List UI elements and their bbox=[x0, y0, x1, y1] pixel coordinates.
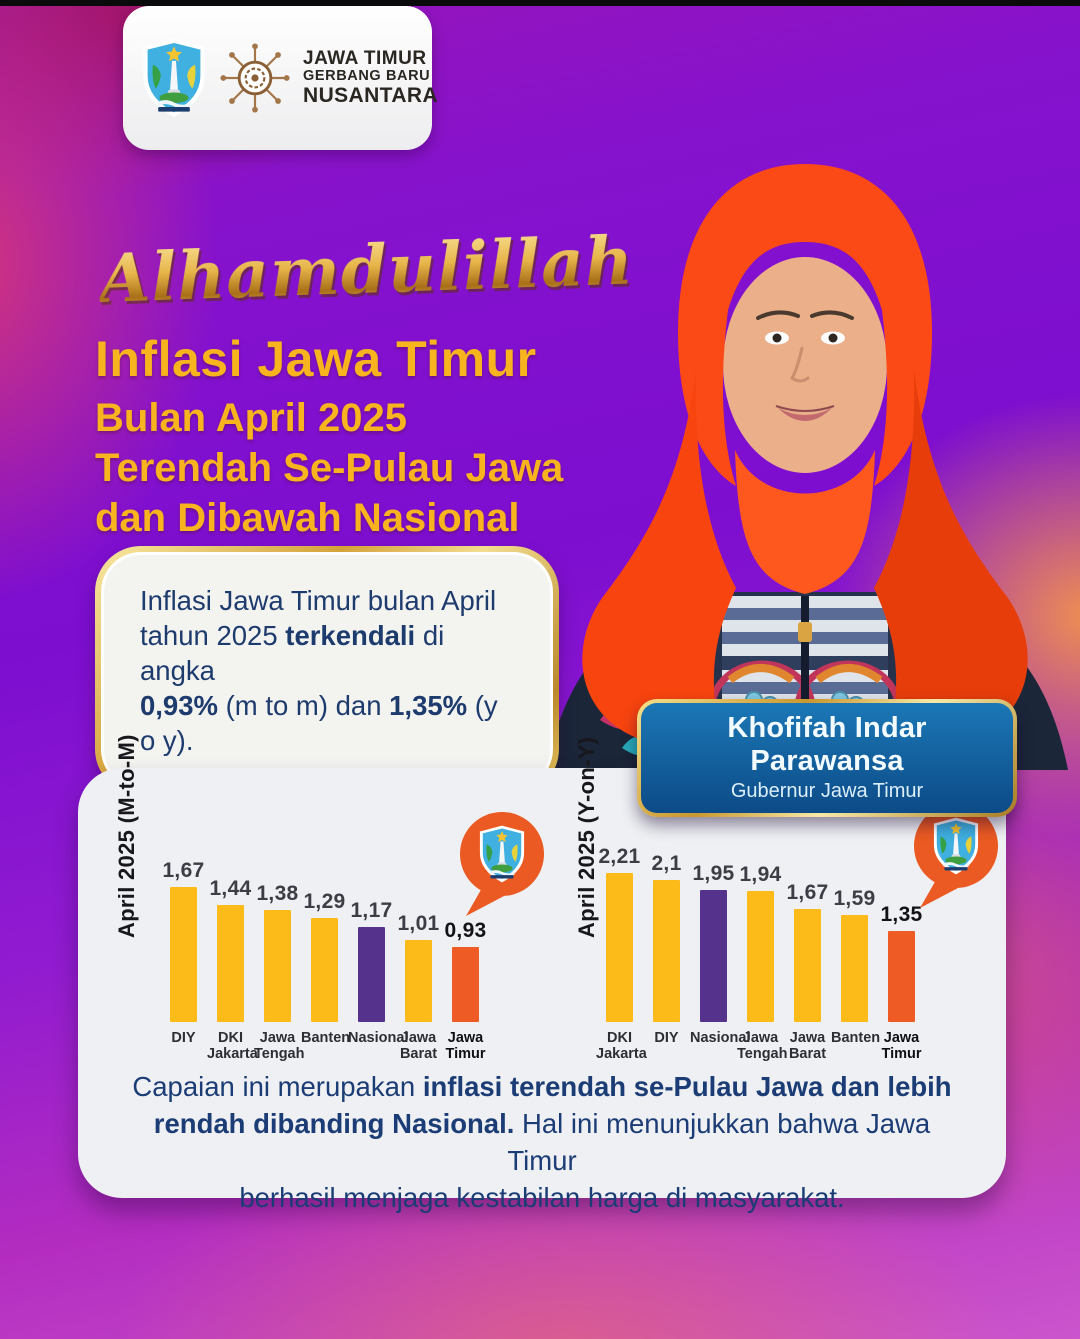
text-line: tahun 2025 terkendali di angka bbox=[140, 620, 445, 686]
text-line: berhasil menjaga kestabilan harga di mas… bbox=[239, 1182, 845, 1213]
bar-value-label: 1,35 bbox=[880, 903, 923, 926]
bar-category-label: Jawa Tengah bbox=[737, 1030, 788, 1062]
text-line: Inflasi Jawa Timur bulan April bbox=[140, 585, 497, 616]
jawa-timur-logo-bubble bbox=[913, 804, 998, 908]
bar-column: 1,95 bbox=[690, 838, 737, 1022]
brand-line-3: NUSANTARA bbox=[303, 83, 439, 107]
bar-value-label: 2,21 bbox=[598, 845, 641, 868]
category-labels-mtm: DIY DKI Jakarta Jawa Tengah Banten Nasional Jaw… bbox=[160, 1030, 489, 1062]
bar-value-label: 0,93 bbox=[444, 919, 487, 942]
category-labels-yoy: DKI Jakarta DIY Nasional Jawa Tengah Jawa Barat… bbox=[596, 1030, 925, 1062]
bar-value-label: 1,01 bbox=[397, 912, 440, 935]
subtitle-2: Terendah Se-Pulau Jawa bbox=[95, 446, 564, 490]
bar-category-label: Jawa Timur bbox=[445, 1030, 486, 1062]
bar-category-label: Jawa Barat bbox=[399, 1030, 438, 1062]
chart-bar bbox=[606, 873, 633, 1022]
brand-text: JAWA TIMUR GERBANG BARU NUSANTARA bbox=[303, 47, 439, 108]
text-line: Capaian ini merupakan inflasi terendah s… bbox=[132, 1071, 952, 1102]
bar-category-label: DKI Jakarta bbox=[207, 1030, 258, 1062]
chart-bar bbox=[217, 905, 244, 1022]
bar-column: 1,67 bbox=[160, 838, 207, 1022]
bar-category-label: DIY bbox=[171, 1030, 196, 1046]
bar-column: 2,1 bbox=[643, 838, 690, 1022]
subtitle-3: dan Dibawah Nasional bbox=[95, 496, 520, 540]
bar-value-label: 1,38 bbox=[256, 882, 299, 905]
bar-category-label: DKI Jakarta bbox=[596, 1030, 647, 1062]
header-logo-card: JAWA TIMUR GERBANG BARU NUSANTARA bbox=[123, 6, 438, 150]
bar-category-label: Banten bbox=[301, 1030, 351, 1046]
text-line: 0,93% (m to m) dan 1,35% (y o y). bbox=[140, 690, 498, 756]
jawa-timur-logo-bubble bbox=[459, 812, 544, 916]
charts-card: April 2025 (M-to-M) 1,67 1,44 1,38 1,29 1,17… bbox=[78, 734, 1006, 1213]
bar-value-label: 1,67 bbox=[786, 881, 829, 904]
chart-bar bbox=[452, 947, 479, 1022]
inflation-summary-text: Inflasi Jawa Timur bulan April tahun 2025… bbox=[101, 552, 553, 789]
text-line: rendah dibanding Nasional. Hal ini menun… bbox=[153, 1108, 931, 1176]
conclusion-text: Capaian ini merupakan inflasi terendah s… bbox=[128, 1068, 956, 1216]
bar-value-label: 1,94 bbox=[739, 863, 782, 886]
title-block: Alhamdulillah Inflasi Jawa Timur Bulan A… bbox=[95, 221, 655, 540]
bar-value-label: 1,17 bbox=[350, 899, 393, 922]
governor-name: Khofifah Indar Parawansa bbox=[727, 712, 927, 777]
bar-value-label: 1,67 bbox=[162, 859, 205, 882]
chart-bar bbox=[311, 918, 338, 1022]
bar-category-label: Jawa Barat bbox=[788, 1030, 827, 1062]
chart-bar bbox=[170, 887, 197, 1022]
bar-column: 1,67 bbox=[784, 838, 831, 1022]
chart-bar bbox=[358, 927, 385, 1022]
bar-column: 1,01 bbox=[395, 838, 442, 1022]
chart-bar bbox=[653, 880, 680, 1022]
bar-value-label: 1,29 bbox=[303, 890, 346, 913]
bar-category-label: Nasional bbox=[690, 1030, 751, 1046]
bar-value-label: 1,59 bbox=[833, 887, 876, 910]
bar-value-label: 1,44 bbox=[209, 877, 252, 900]
bar-category-label: Banten bbox=[831, 1030, 881, 1046]
headline: Inflasi Jawa Timur bbox=[95, 331, 537, 387]
brand-line-1: JAWA TIMUR bbox=[303, 47, 427, 69]
top-black-strip bbox=[0, 0, 1080, 6]
bar-category-label: DIY bbox=[654, 1030, 679, 1046]
chart-bar bbox=[888, 931, 915, 1022]
bar-value-label: 1,95 bbox=[692, 862, 735, 885]
bar-plot-mtm: 1,67 1,44 1,38 1,29 1,17 1,01 0,93 bbox=[160, 838, 489, 1022]
chart-bar bbox=[264, 910, 291, 1022]
y-axis-label-mtm: April 2025 (M-to-M) bbox=[114, 734, 139, 938]
chart-bar bbox=[700, 890, 727, 1022]
inflation-summary-box: Inflasi Jawa Timur bulan April tahun 2025… bbox=[95, 546, 559, 795]
chart-bar bbox=[841, 915, 868, 1022]
bar-column: 1,44 bbox=[207, 838, 254, 1022]
bar-column: 1,94 bbox=[737, 838, 784, 1022]
bar-column: 1,17 bbox=[348, 838, 395, 1022]
bar-column: 1,38 bbox=[254, 838, 301, 1022]
bar-value-label: 2,1 bbox=[651, 852, 682, 875]
batik-compass-icon bbox=[220, 43, 290, 113]
bar-column: 1,59 bbox=[831, 838, 878, 1022]
bar-category-label: Jawa Tengah bbox=[254, 1030, 305, 1062]
governor-name-badge: Khofifah Indar Parawansa Gubernur Jawa T… bbox=[637, 699, 1017, 817]
script-title: Alhamdulillah bbox=[98, 221, 656, 318]
subtitle-1: Bulan April 2025 bbox=[95, 396, 407, 440]
governor-role: Gubernur Jawa Timur bbox=[730, 780, 924, 802]
bar-column: 0,93 bbox=[442, 838, 489, 1022]
bar-category-label: Jawa Timur bbox=[881, 1030, 922, 1062]
jawa-timur-shield-icon bbox=[141, 38, 207, 118]
bar-column: 1,29 bbox=[301, 838, 348, 1022]
bar-column: 2,21 bbox=[596, 838, 643, 1022]
brand-line-2: GERBANG BARU bbox=[303, 68, 431, 85]
chart-bar bbox=[794, 909, 821, 1022]
chart-bar bbox=[405, 940, 432, 1022]
chart-mtm: April 2025 (M-to-M) 1,67 1,44 1,38 1,29 1,17… bbox=[100, 734, 544, 1068]
chart-bar bbox=[747, 891, 774, 1022]
bar-category-label: Nasional bbox=[348, 1030, 409, 1046]
bar-column: 1,35 bbox=[878, 838, 925, 1022]
bar-plot-yoy: 2,21 2,1 1,95 1,94 1,67 1,59 1,35 bbox=[596, 838, 925, 1022]
chart-yoy: April 2025 (Y-on-Y) 2,21 2,1 1,95 1,94 1,67 1… bbox=[538, 737, 998, 1068]
